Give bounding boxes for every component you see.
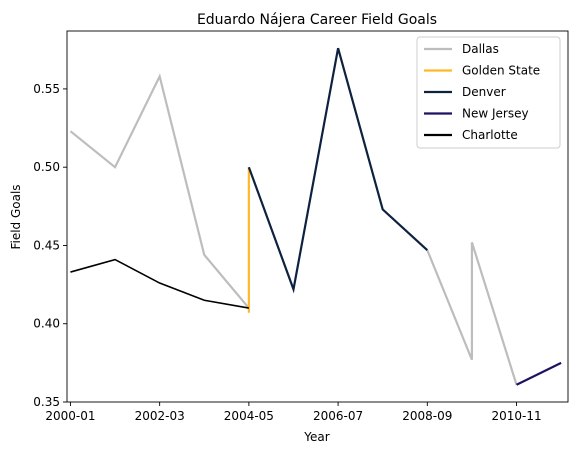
legend-label: Golden State [462,64,540,78]
y-tick-label: 0.35 [33,395,60,409]
legend-box [416,36,561,149]
legend-label: Denver [462,85,506,99]
y-tick-label: 0.50 [33,160,60,174]
series-line-denver [247,47,429,294]
series-line-charlotte [70,258,250,309]
series-line-new-jersey [516,361,562,386]
x-tick-label: 2000-01 [45,409,95,423]
series-line-dallas [69,73,250,309]
y-tick-label: 0.45 [33,238,60,252]
x-tick-label: 2002-03 [135,409,185,423]
legend-item: New Jersey [424,107,529,121]
x-tick-label: 2004-05 [224,409,274,423]
x-axis-label: Year [303,430,329,444]
y-axis-label: Field Goals [9,184,23,249]
y-tick-label: 0.40 [33,317,60,331]
x-tick-label: 2010-11 [491,409,541,423]
legend-label: Charlotte [462,128,518,142]
legend: Dallas Golden State Denver New Jersey Charlo… [416,36,561,149]
legend-item: Dallas [424,42,499,56]
chart-title: Eduardo Nájera Career Field Goals [197,12,437,28]
y-tick-label: 0.55 [33,82,60,96]
legend-item: Denver [424,85,506,99]
x-tick-label: 2008-09 [402,409,452,423]
legend-item: Golden State [424,64,540,78]
legend-item: Charlotte [424,128,518,142]
series-line-dallas [426,242,518,386]
legend-label: Dallas [462,42,499,56]
plot-area: 2000-01 2002-03 2004-05 2006-07 2008-09 2010-… [33,30,569,423]
x-tick-label: 2006-07 [313,409,363,423]
plot-frame [66,30,569,403]
legend-label: New Jersey [462,107,529,121]
